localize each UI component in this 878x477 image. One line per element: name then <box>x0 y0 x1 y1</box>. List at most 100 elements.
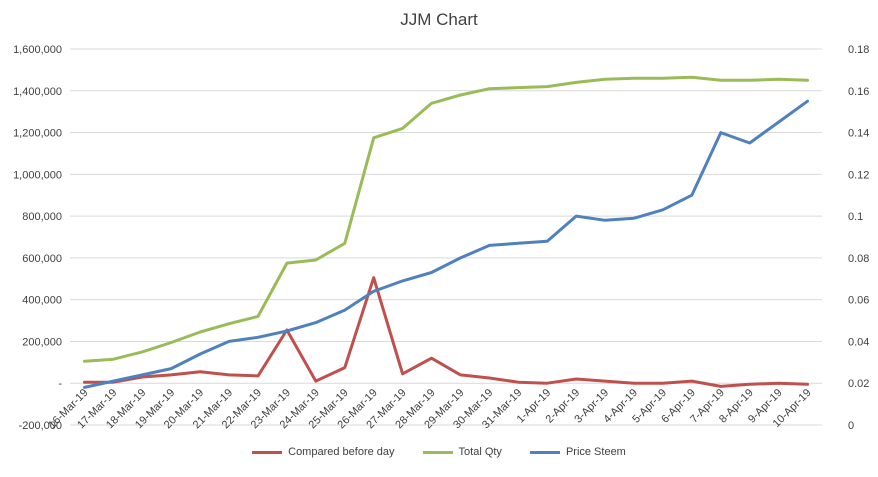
right-axis-tick-label: 0.18 <box>848 44 869 56</box>
data-point <box>719 79 722 82</box>
legend-item: Price Steem <box>529 446 626 458</box>
data-point <box>343 366 346 369</box>
data-point <box>227 373 231 377</box>
legend-label: Total Qty <box>458 446 502 458</box>
data-point <box>372 290 375 293</box>
data-point <box>401 127 404 130</box>
data-point <box>198 330 202 334</box>
data-point <box>459 256 462 260</box>
data-point <box>112 379 115 383</box>
data-point <box>256 315 260 318</box>
data-point <box>574 214 578 218</box>
left-axis-tick-label: 1,600,000 <box>13 44 62 56</box>
data-point <box>661 208 665 212</box>
right-axis-tick-label: 0.04 <box>848 336 869 348</box>
data-point <box>198 370 202 373</box>
data-point <box>227 340 231 343</box>
legend-label: Compared before day <box>288 446 395 458</box>
data-point <box>661 382 665 385</box>
data-point <box>83 360 86 363</box>
data-point <box>806 383 809 386</box>
data-point <box>459 93 462 97</box>
data-point <box>401 279 404 283</box>
data-point <box>83 380 86 384</box>
data-point <box>719 131 722 134</box>
data-point <box>141 373 144 377</box>
data-point <box>517 380 520 384</box>
data-point <box>719 385 722 388</box>
data-point <box>285 261 289 265</box>
series-line <box>83 276 809 388</box>
data-point <box>690 76 694 79</box>
legend-item: Total Qty <box>422 446 502 458</box>
data-point <box>574 377 578 381</box>
data-point <box>632 382 636 385</box>
data-point <box>603 78 607 81</box>
legend: Compared before day Total Qty Price Steem <box>0 446 878 458</box>
data-point <box>372 276 375 279</box>
data-point <box>372 136 375 139</box>
right-axis-tick-label: 0 <box>848 420 854 432</box>
legend-label: Price Steem <box>565 446 626 458</box>
left-axis-tick-label: - <box>58 378 62 390</box>
data-point <box>256 336 260 339</box>
series-line <box>83 99 809 389</box>
data-point <box>574 81 578 84</box>
data-point <box>343 242 346 245</box>
data-point <box>603 379 607 383</box>
data-point <box>198 352 202 356</box>
data-point <box>170 341 173 344</box>
data-point <box>546 239 549 243</box>
legend-item: Compared before day <box>252 446 395 458</box>
data-point <box>517 242 520 245</box>
data-point <box>401 372 404 376</box>
left-axis-tick-label: 400,000 <box>22 295 62 307</box>
right-axis-tick-label: 0.12 <box>848 169 869 181</box>
left-axis-tick-label: 600,000 <box>22 253 62 265</box>
right-axis-tick-label: 0.16 <box>848 86 869 98</box>
data-point <box>343 308 346 312</box>
data-point <box>488 376 491 380</box>
left-axis-tick-label: 200,000 <box>22 336 62 348</box>
left-axis-tick-label: 1,000,000 <box>13 169 62 181</box>
data-point <box>430 271 433 274</box>
data-point <box>806 100 809 103</box>
data-point <box>777 78 780 81</box>
data-point <box>632 77 636 80</box>
left-axis-tick-label: -200,000 <box>19 420 62 432</box>
data-point <box>748 383 751 386</box>
data-point <box>748 141 751 145</box>
data-point <box>517 86 520 89</box>
right-axis-tick-label: 0.02 <box>848 378 869 390</box>
left-axis-tick-label: 1,400,000 <box>13 86 62 98</box>
data-point <box>777 382 780 385</box>
data-point <box>546 85 549 88</box>
data-point <box>170 373 173 377</box>
data-point <box>227 322 231 325</box>
right-axis-tick-label: 0.1 <box>848 211 863 223</box>
data-point <box>488 87 491 90</box>
right-axis-tick-label: 0.14 <box>848 128 869 140</box>
data-point <box>661 77 665 80</box>
legend-swatch <box>422 450 453 454</box>
series-line <box>83 75 809 363</box>
data-point <box>806 79 809 82</box>
chart-title: JJM Chart <box>400 10 478 29</box>
data-point <box>690 379 694 383</box>
data-point <box>83 386 86 389</box>
left-axis-tick-label: 800,000 <box>22 211 62 223</box>
data-point <box>546 382 549 385</box>
data-point <box>777 120 780 124</box>
data-point <box>488 244 491 247</box>
data-point <box>314 379 318 383</box>
data-point <box>430 102 433 105</box>
data-point <box>141 350 144 354</box>
data-point <box>314 258 318 262</box>
data-point <box>256 374 260 378</box>
data-point <box>430 356 433 360</box>
left-axis-tick-label: 1,200,000 <box>13 128 62 140</box>
data-point <box>170 367 173 370</box>
data-point <box>748 79 751 82</box>
